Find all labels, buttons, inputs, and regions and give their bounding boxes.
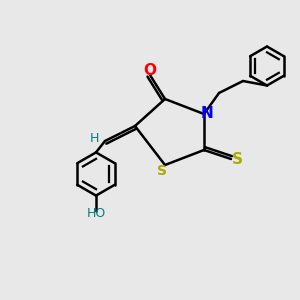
Text: O: O (143, 63, 157, 78)
Text: N: N (201, 106, 213, 122)
Text: S: S (157, 164, 167, 178)
Text: H: H (90, 131, 99, 145)
Text: HO: HO (86, 207, 106, 220)
Text: S: S (232, 152, 242, 166)
